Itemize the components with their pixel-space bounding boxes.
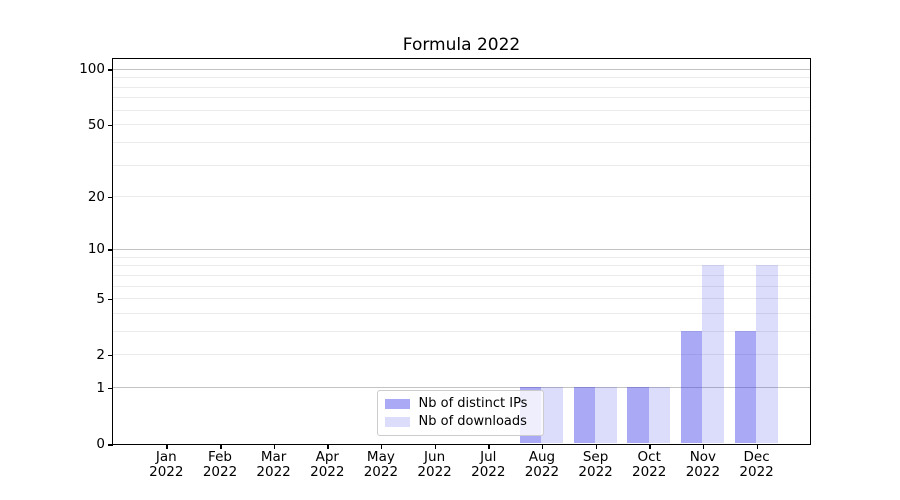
y-tick-100 xyxy=(108,69,113,71)
x-tick-label-4: May 2022 xyxy=(363,449,399,480)
legend: Nb of distinct IPs Nb of downloads xyxy=(376,389,544,436)
gridline-major-10 xyxy=(112,248,810,250)
gridline-minor-2 xyxy=(112,354,810,356)
gridline-major-100 xyxy=(112,68,810,70)
legend-swatch-distinct-ips xyxy=(384,398,410,409)
gridline-minor-70 xyxy=(112,97,810,99)
x-tick-1 xyxy=(220,444,222,449)
y-tick-2 xyxy=(108,354,113,357)
gridline-minor-90 xyxy=(112,77,810,79)
y-tick-50 xyxy=(108,124,113,127)
gridline-minor-30 xyxy=(112,164,810,166)
gridline-minor-60 xyxy=(112,109,810,111)
y-tick-label-20: 20 xyxy=(87,188,105,205)
x-tick-11 xyxy=(756,444,759,449)
x-tick-label-1: Feb 2022 xyxy=(202,449,238,480)
x-tick-6 xyxy=(488,444,490,449)
x-tick-label-11: Dec 2022 xyxy=(739,449,774,480)
y-tick-label-2: 2 xyxy=(96,346,105,363)
y-tick-0 xyxy=(108,444,113,446)
x-tick-0 xyxy=(166,444,168,449)
plot-area: Nb of distinct IPs Nb of downloads xyxy=(111,57,811,445)
bar-distinct-ips-Oct-2022 xyxy=(627,387,649,444)
x-tick-label-6: Jul 2022 xyxy=(471,449,506,480)
x-tick-label-5: Jun 2022 xyxy=(417,449,452,480)
x-tick-7 xyxy=(541,444,544,449)
y-tick-10 xyxy=(108,249,113,251)
x-tick-8 xyxy=(595,444,598,449)
x-tick-label-9: Oct 2022 xyxy=(632,449,667,480)
gridline-major-1 xyxy=(112,387,810,389)
gridline-minor-40 xyxy=(112,142,810,143)
bar-downloads-Sep-2022 xyxy=(595,387,617,444)
y-tick-5 xyxy=(108,298,113,300)
y-tick-20 xyxy=(108,196,113,199)
x-tick-4 xyxy=(380,444,383,449)
x-tick-label-2: Mar 2022 xyxy=(256,449,291,480)
gridline-minor-4 xyxy=(112,312,810,314)
x-tick-label-0: Jan 2022 xyxy=(149,449,184,480)
y-tick-label-50: 50 xyxy=(87,116,105,133)
gridline-minor-80 xyxy=(112,86,810,88)
gridline-minor-50 xyxy=(112,124,810,126)
y-tick-label-100: 100 xyxy=(79,61,105,78)
bar-downloads-Oct-2022 xyxy=(648,387,671,444)
x-tick-9 xyxy=(649,444,651,449)
y-tick-label-0: 0 xyxy=(96,436,105,452)
gridline-minor-20 xyxy=(112,196,810,198)
bar-distinct-ips-Dec-2022 xyxy=(734,330,757,444)
y-tick-label-1: 1 xyxy=(96,379,105,396)
gridline-minor-3 xyxy=(112,330,810,332)
bar-distinct-ips-Nov-2022 xyxy=(680,330,703,444)
bar-downloads-Dec-2022 xyxy=(756,265,778,444)
chart-title: Formula 2022 xyxy=(402,35,521,55)
gridline-minor-9 xyxy=(112,256,810,258)
bar-downloads-Aug-2022 xyxy=(541,387,563,444)
y-tick-1 xyxy=(108,387,113,390)
x-tick-label-3: Apr 2022 xyxy=(310,449,345,480)
x-tick-3 xyxy=(327,444,329,449)
x-tick-2 xyxy=(273,444,276,449)
x-tick-label-10: Nov 2022 xyxy=(685,449,721,480)
x-tick-label-7: Aug 2022 xyxy=(524,449,560,480)
legend-item-downloads: Nb of downloads xyxy=(384,414,536,429)
bar-downloads-Nov-2022 xyxy=(702,265,724,444)
gridline-minor-6 xyxy=(112,285,810,287)
x-tick-5 xyxy=(434,444,437,449)
y-tick-label-5: 5 xyxy=(96,290,105,307)
legend-swatch-downloads xyxy=(384,416,410,427)
x-tick-label-8: Sep 2022 xyxy=(578,449,613,480)
gridline-minor-8 xyxy=(112,265,810,267)
x-tick-10 xyxy=(702,444,705,449)
gridline-minor-7 xyxy=(112,274,810,276)
y-tick-label-10: 10 xyxy=(87,241,105,258)
gridline-minor-5 xyxy=(112,298,810,299)
legend-label-downloads: Nb of downloads xyxy=(418,414,527,429)
legend-label-distinct-ips: Nb of distinct IPs xyxy=(418,396,528,411)
bar-distinct-ips-Sep-2022 xyxy=(573,387,596,444)
legend-item-distinct-ips: Nb of distinct IPs xyxy=(384,396,536,411)
